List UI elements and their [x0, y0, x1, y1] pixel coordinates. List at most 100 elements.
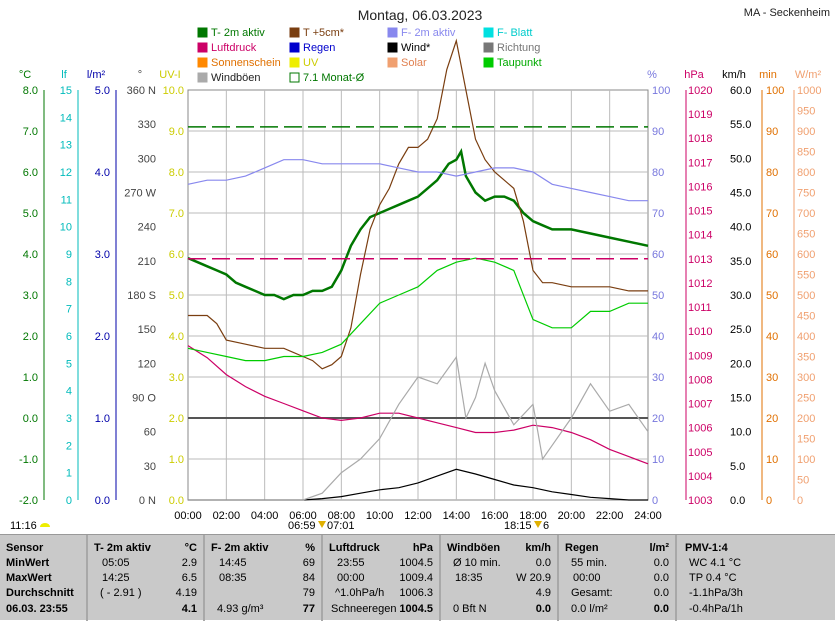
axis-tick-label: 80: [766, 167, 778, 179]
axis-tick-label: 300: [797, 372, 815, 384]
hum-min-time: 14:45: [219, 557, 247, 569]
moon-time: 11:16: [10, 520, 37, 532]
axis-unit: hPa: [684, 69, 704, 81]
series-line: [187, 148, 649, 301]
wind-current-value: 0.0: [535, 603, 551, 615]
wind-beaufort: 0 Bft N: [453, 603, 487, 615]
temp-max-time: 14:25: [102, 572, 130, 584]
time-tick-label: 08:00: [328, 510, 356, 522]
axis-tick-label: 8.0: [23, 85, 38, 97]
time-tick-label: 12:00: [404, 510, 432, 522]
rain-unit: l/m²: [649, 542, 669, 554]
axis-tick-label: 70: [766, 208, 778, 220]
axis-tick-label: 4.0: [169, 331, 184, 343]
time-tick-label: 22:00: [596, 510, 624, 522]
axis-unit: l/m²: [87, 69, 106, 81]
axis-tick-label: 60: [144, 427, 156, 439]
press-min-value: 1004.5: [399, 557, 433, 569]
axis-tick-label: 1013: [688, 254, 712, 266]
legend-label: F- Blatt: [497, 27, 532, 39]
legend-label: Wind*: [401, 42, 431, 54]
axis-tick-label: 80: [652, 167, 664, 179]
axis-tick-label: 45.0: [730, 188, 751, 200]
press-avg-value: 1006.3: [399, 587, 433, 599]
axis-tick-label: 3.0: [95, 249, 110, 261]
hum-max-time: 08:35: [219, 572, 247, 584]
temp-avg-note: ( - 2.91 ): [100, 587, 142, 599]
wind-title: Windböen: [447, 542, 501, 554]
axis-tick-label: 5.0: [95, 85, 110, 97]
axis-tick-label: 50: [652, 290, 664, 302]
axis-tick-label: 10.0: [163, 85, 184, 97]
astro-layer: 11:16 06:59 07:01 18:15 6: [10, 520, 549, 532]
axis-unit: %: [647, 69, 657, 81]
axis-tick-label: 15.0: [730, 393, 751, 405]
axis-tick-label: 2.0: [23, 331, 38, 343]
axis-tick-label: 1: [66, 468, 72, 480]
axis-tick-label: 1.0: [95, 413, 110, 425]
axes: 8.07.06.05.04.03.02.01.00.0-1.0-2.0°C151…: [19, 69, 822, 522]
temp-min-time: 05:05: [102, 557, 130, 569]
axis-unit: min: [759, 69, 777, 81]
legend-swatch: [387, 27, 398, 38]
temp-max-value: 6.5: [181, 572, 197, 584]
sunrise-icon: [318, 521, 326, 528]
axis-tick-label: 0: [797, 495, 803, 507]
axis-tick-label: 90: [652, 126, 664, 138]
hum-min-value: 69: [302, 557, 315, 569]
hum-title: F- 2m aktiv: [211, 542, 269, 554]
axis-tick-label: 20: [766, 413, 778, 425]
series-layer: [187, 38, 649, 501]
axis-tick-label: 60: [766, 249, 778, 261]
axis-tick-label: 8: [66, 276, 72, 288]
stats-header-sensor: Sensor: [6, 542, 44, 554]
axis-tick-label: 30: [766, 372, 778, 384]
rain-window: 55 min.: [571, 557, 608, 569]
axis-tick-label: 900: [797, 126, 815, 138]
axis-tick-label: 20.0: [730, 358, 751, 370]
rain-total-label: Gesamt:: [571, 587, 613, 599]
axis-tick-label: 1005: [688, 447, 712, 459]
axis-tick-label: 60: [652, 249, 664, 261]
axis-tick-label: 1010: [688, 326, 712, 338]
pmv-windchill: WC 4.1 °C: [689, 557, 742, 569]
legend-swatch: [387, 42, 398, 53]
rain-current-value: 0.0: [653, 603, 669, 615]
axis-tick-label: 6: [66, 331, 72, 343]
stats-label-current: 06.03. 23:55: [6, 603, 68, 615]
axis-tick-label: 35.0: [730, 256, 751, 268]
chart-title: Montag, 06.03.2023: [358, 7, 483, 23]
legend-swatch: [387, 57, 398, 68]
sunset-mid: 6: [543, 520, 549, 532]
axis-tick-label: 950: [797, 106, 815, 118]
axis-tick-label: 120: [138, 358, 156, 370]
legend-label: Taupunkt: [497, 57, 542, 69]
axis-tick-label: 1009: [688, 350, 712, 362]
axis-tick-label: 7: [66, 304, 72, 316]
axis-tick-label: 30: [144, 461, 156, 473]
axis-tick-label: 1008: [688, 374, 712, 386]
series-line: [188, 38, 648, 370]
legend: T- 2m aktiv T +5cm* F- 2m aktiv F- Blatt Luf…: [197, 27, 542, 84]
hum-current-value: 77: [302, 603, 315, 615]
axis-tick-label: 0: [652, 495, 658, 507]
legend-label: Richtung: [497, 42, 540, 54]
axis-tick-label: 150: [797, 434, 815, 446]
axis-tick-label: 6.0: [23, 167, 38, 179]
axis-tick-label: 1014: [688, 230, 712, 242]
legend-label: Luftdruck: [211, 42, 257, 54]
sunrise-mid: 07:01: [327, 520, 355, 532]
legend-label: Regen: [303, 42, 335, 54]
press-title: Luftdruck: [329, 542, 380, 554]
stats-label-avg: Durchschnitt: [6, 587, 74, 599]
axis-tick-label: 12: [60, 167, 72, 179]
stats-wind-column: Windböen km/h Ø 10 min. 0.0 18:35 W 20.9 4.…: [441, 535, 559, 621]
axis-tick-label: 0.0: [23, 413, 38, 425]
axis-tick-label: 11: [61, 194, 72, 206]
axis-tick-label: 13: [60, 140, 72, 152]
rain-total-value: 0.0: [653, 587, 669, 599]
axis-tick-label: 20: [652, 413, 664, 425]
axis-tick-label: 5.0: [23, 208, 38, 220]
axis-tick-label: 550: [797, 270, 815, 282]
rain-title: Regen: [565, 542, 599, 554]
